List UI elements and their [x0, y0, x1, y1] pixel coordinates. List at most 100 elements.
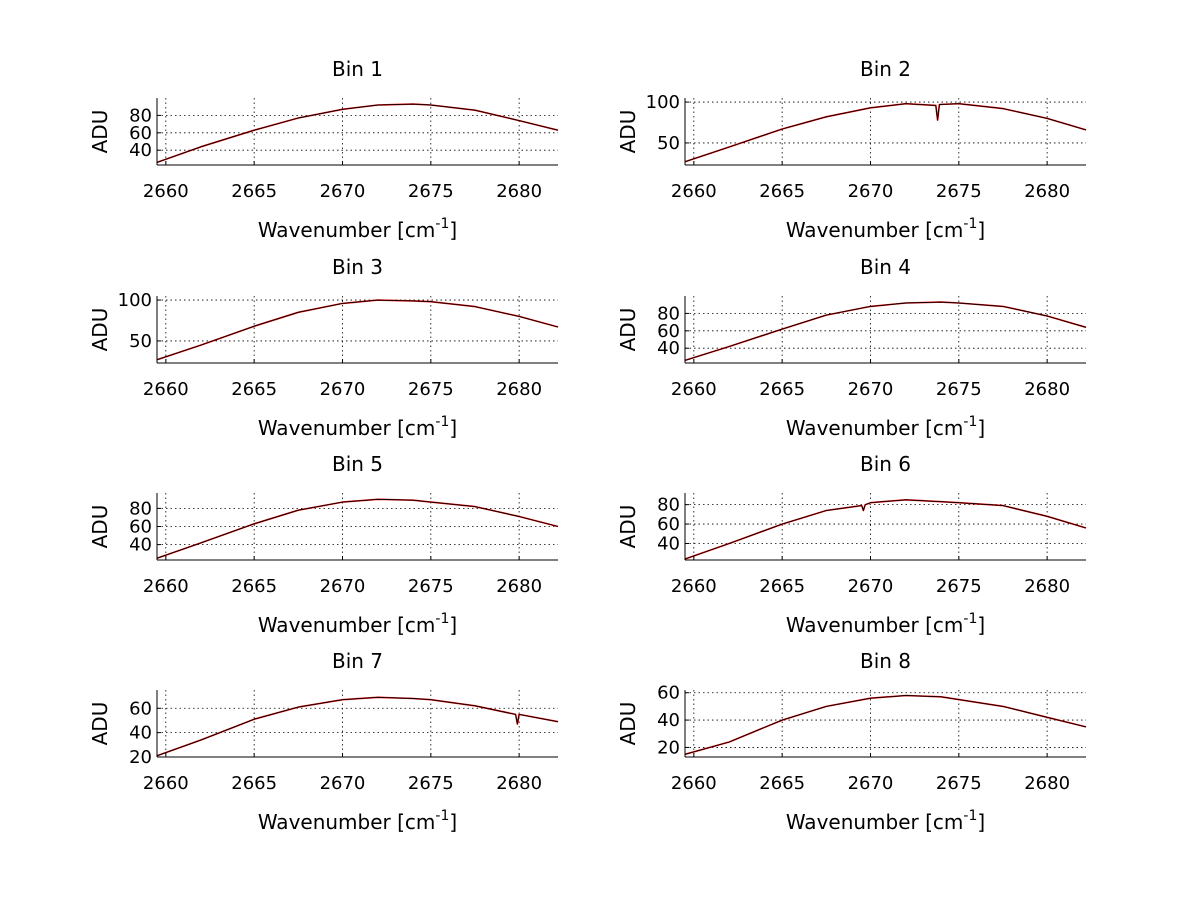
x-axis-label: Wavenumber [cm-1]: [258, 216, 457, 242]
y-axis-label: ADU: [88, 505, 112, 549]
series-line-red: [156, 103, 559, 164]
x-axis-label-superscript: -1: [963, 216, 977, 232]
y-tick-label: 100: [646, 92, 680, 113]
x-tick-label: 2675: [408, 773, 454, 794]
y-tick-label: 40: [657, 338, 680, 359]
x-axis-label-superscript: -1: [963, 808, 977, 824]
series-line-red: [684, 301, 1087, 362]
x-tick-label: 2675: [936, 773, 982, 794]
x-axis-label-close: ]: [977, 218, 985, 242]
subplot-title: Bin 1: [332, 57, 383, 81]
x-tick-label: 2680: [1024, 181, 1070, 202]
x-axis-label: Wavenumber [cm-1]: [258, 611, 457, 637]
x-axis-label-superscript: -1: [435, 216, 449, 232]
series-line-black: [156, 696, 559, 757]
x-tick-label: 2675: [408, 379, 454, 400]
x-axis-label: Wavenumber [cm-1]: [258, 414, 457, 440]
x-tick-label: 2665: [759, 576, 805, 597]
x-tick-label: 2660: [671, 576, 717, 597]
series-line-red: [684, 498, 1087, 560]
x-tick-label: 2665: [231, 773, 277, 794]
series-line-red: [156, 299, 559, 361]
x-axis-label-superscript: -1: [963, 611, 977, 627]
x-axis-label-close: ]: [449, 218, 457, 242]
subplot-title: Bin 4: [860, 255, 911, 279]
x-axis-label-text: Wavenumber [cm: [786, 810, 964, 834]
x-axis-label: Wavenumber [cm-1]: [786, 414, 985, 440]
y-tick-label: 60: [657, 321, 680, 342]
x-tick-label: 2665: [231, 576, 277, 597]
y-tick-label: 60: [657, 514, 680, 535]
y-tick-label: 80: [129, 105, 152, 126]
x-axis-label: Wavenumber [cm-1]: [786, 808, 985, 834]
x-axis-label-superscript: -1: [963, 414, 977, 430]
x-axis-label-text: Wavenumber [cm: [258, 416, 436, 440]
x-tick-label: 2680: [1024, 379, 1070, 400]
x-tick-label: 2680: [496, 773, 542, 794]
x-tick-label: 2670: [848, 181, 894, 202]
x-axis-label: Wavenumber [cm-1]: [786, 216, 985, 242]
x-axis-label-text: Wavenumber [cm: [786, 613, 964, 637]
y-tick-label: 80: [129, 498, 152, 519]
series-line-red: [156, 498, 559, 559]
x-tick-label: 2680: [1024, 576, 1070, 597]
x-tick-label: 2660: [671, 379, 717, 400]
series-line-red: [684, 694, 1087, 756]
y-tick-label: 50: [657, 133, 680, 154]
y-tick-label: 40: [129, 535, 152, 556]
x-tick-label: 2665: [759, 181, 805, 202]
y-axis-label: ADU: [88, 110, 112, 154]
x-axis-label-superscript: -1: [435, 611, 449, 627]
y-tick-label: 20: [657, 737, 680, 758]
y-axis-label: ADU: [88, 308, 112, 352]
series-line-red: [684, 102, 1087, 163]
series-line-black: [684, 103, 1087, 163]
series-line-black: [156, 103, 559, 163]
y-tick-label: 40: [129, 723, 152, 744]
x-axis-label-close: ]: [449, 810, 457, 834]
subplot-bin-2: 2660 2665 2670 2675 2680 50 100 Bin 2 Wavenumber…: [616, 57, 1087, 242]
x-axis-label-text: Wavenumber [cm: [258, 613, 436, 637]
x-axis-label-text: Wavenumber [cm: [258, 218, 436, 242]
x-tick-label: 2660: [143, 379, 189, 400]
y-axis-label: ADU: [616, 308, 640, 352]
y-axis-label: ADU: [616, 110, 640, 154]
x-tick-label: 2680: [496, 576, 542, 597]
x-axis-label-text: Wavenumber [cm: [786, 416, 964, 440]
x-axis-label-close: ]: [977, 810, 985, 834]
x-axis-label-close: ]: [449, 416, 457, 440]
series-line-red: [156, 696, 559, 757]
x-axis-label: Wavenumber [cm-1]: [258, 808, 457, 834]
y-tick-label: 40: [657, 710, 680, 731]
subplot-bin-8: 2660 2665 2670 2675 2680 20 40 60 Bin 8 Wavenumbe…: [616, 649, 1087, 834]
y-axis-label: ADU: [88, 702, 112, 746]
series-line-black: [156, 299, 559, 361]
series-line-black: [684, 301, 1087, 361]
subplot-bin-7: 2660 2665 2670 2675 2680 20 40 60 Bin 7 Wavenumbe…: [88, 649, 559, 834]
x-tick-label: 2675: [936, 181, 982, 202]
x-tick-label: 2670: [320, 181, 366, 202]
subplot-title: Bin 3: [332, 255, 383, 279]
y-tick-label: 60: [129, 517, 152, 538]
x-axis-label: Wavenumber [cm-1]: [786, 611, 985, 637]
subplot-title: Bin 6: [860, 452, 911, 476]
x-axis-label-close: ]: [977, 613, 985, 637]
y-tick-label: 80: [657, 303, 680, 324]
x-tick-label: 2665: [231, 181, 277, 202]
y-tick-label: 80: [657, 495, 680, 516]
x-tick-label: 2675: [936, 576, 982, 597]
x-tick-label: 2670: [320, 576, 366, 597]
x-axis-label-text: Wavenumber [cm: [786, 218, 964, 242]
x-tick-label: 2660: [143, 773, 189, 794]
x-tick-label: 2680: [1024, 773, 1070, 794]
x-tick-label: 2670: [320, 379, 366, 400]
x-tick-label: 2660: [143, 181, 189, 202]
x-tick-label: 2660: [671, 181, 717, 202]
y-tick-label: 60: [129, 698, 152, 719]
x-tick-label: 2660: [671, 773, 717, 794]
x-tick-label: 2665: [759, 773, 805, 794]
y-tick-label: 100: [118, 290, 152, 311]
